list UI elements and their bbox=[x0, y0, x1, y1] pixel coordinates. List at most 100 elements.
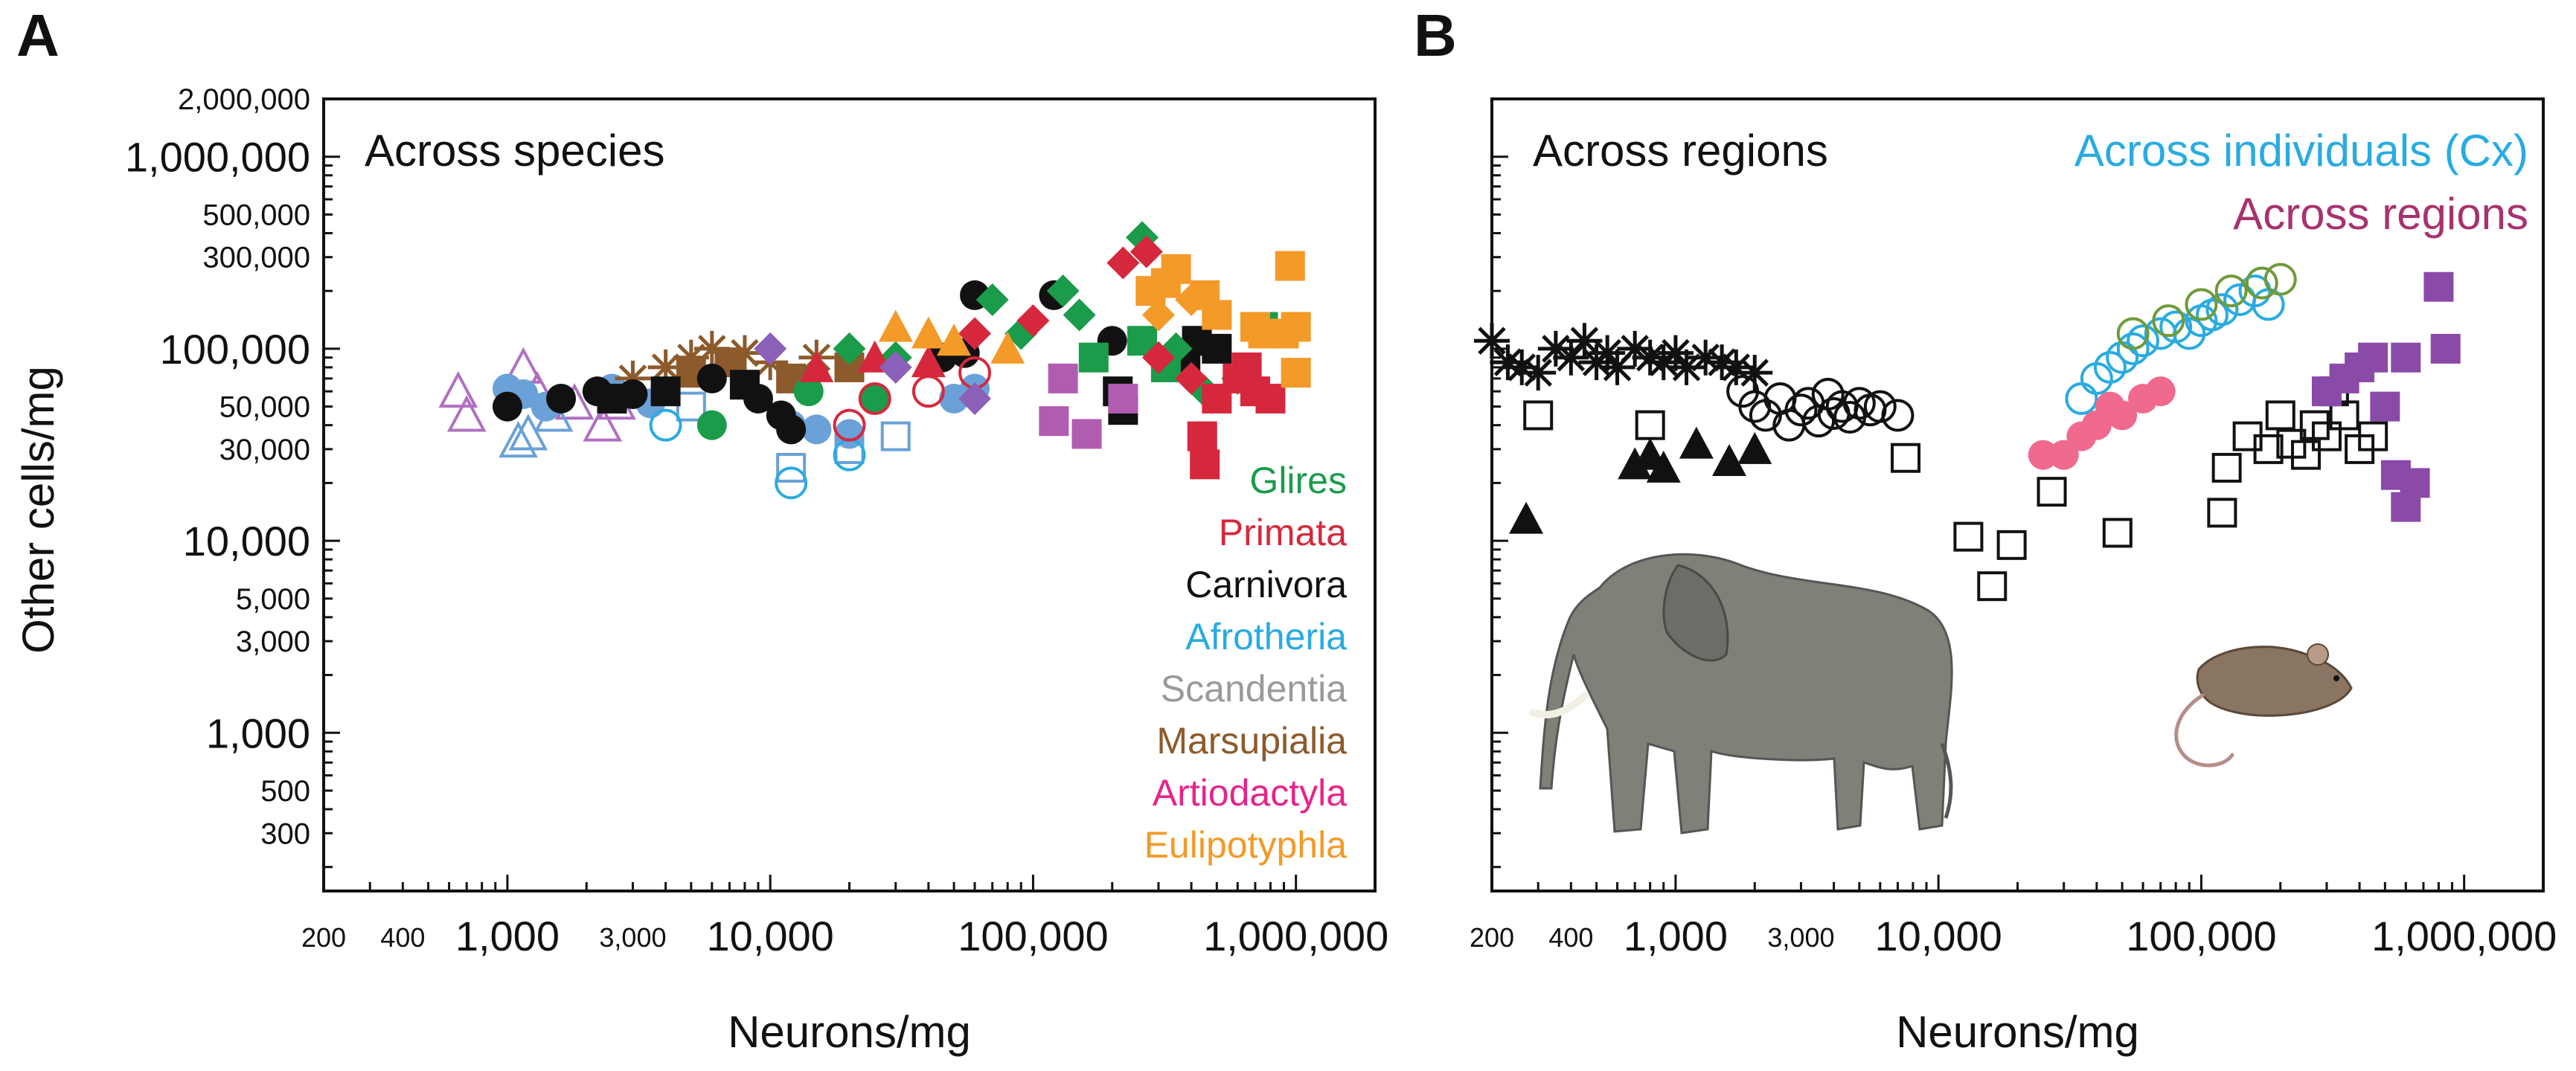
data-point bbox=[2207, 498, 2237, 528]
data-point bbox=[2380, 460, 2411, 490]
data-point bbox=[2358, 342, 2388, 373]
data-point bbox=[775, 466, 808, 500]
data-point bbox=[2245, 266, 2278, 300]
x-tick-label: 200 bbox=[1470, 922, 1514, 953]
y-axis: 2,000,000 1,000,000 500,000 300,000 100,000 5… bbox=[125, 83, 340, 869]
data-point bbox=[2311, 421, 2342, 451]
data-point bbox=[2127, 324, 2160, 358]
data-point bbox=[2116, 332, 2150, 365]
data-point bbox=[1737, 431, 1772, 464]
legend: Glires Primata Carnivora Afrotheria Scandent… bbox=[1144, 460, 1348, 866]
data-point bbox=[1141, 341, 1175, 374]
data-point bbox=[2430, 333, 2461, 364]
panel-b: 200 400 1,000 3,000 10,000 100,000 1,000,000 Ne… bbox=[1470, 97, 2557, 1057]
legend-entry: Eulipotyphla bbox=[1144, 824, 1348, 866]
y-tick-label: 1,000,000 bbox=[125, 134, 310, 181]
data-point bbox=[1863, 390, 1897, 423]
data-point bbox=[534, 395, 574, 432]
data-point bbox=[799, 350, 834, 382]
data-point bbox=[1161, 254, 1191, 284]
data-point bbox=[1881, 399, 1915, 432]
data-point bbox=[1646, 450, 1681, 483]
data-point bbox=[1668, 349, 1705, 385]
data-point bbox=[2214, 274, 2248, 308]
data-point bbox=[2048, 440, 2079, 470]
data-point bbox=[1187, 421, 1217, 451]
data-point bbox=[499, 420, 538, 458]
panel-title: Across species bbox=[365, 126, 664, 176]
data-point bbox=[1712, 443, 1747, 476]
data-point bbox=[958, 382, 992, 415]
legend-entry: Afrotheria bbox=[1185, 616, 1347, 657]
data-point bbox=[2145, 376, 2176, 407]
y-tick-label: 500,000 bbox=[202, 199, 310, 231]
data-point bbox=[911, 345, 946, 378]
y-tick-label: 50,000 bbox=[220, 391, 310, 424]
data-point bbox=[793, 376, 824, 407]
data-point bbox=[1281, 312, 1311, 342]
x-axis-title: Neurons/mg bbox=[728, 1007, 971, 1057]
x-tick-label: 100,000 bbox=[2126, 913, 2276, 959]
data-points bbox=[438, 221, 1311, 500]
data-point bbox=[1977, 571, 2008, 602]
mouse-illustration bbox=[2174, 643, 2353, 768]
data-point bbox=[1078, 342, 1109, 373]
panel-title: Across regions bbox=[1533, 126, 1828, 176]
legend-entry: Artiodactyla bbox=[1153, 772, 1347, 814]
data-point bbox=[1784, 393, 1818, 427]
y-tick-label: 5,000 bbox=[236, 583, 310, 616]
data-point bbox=[1520, 355, 1557, 391]
data-point bbox=[879, 350, 912, 384]
data-point bbox=[1071, 419, 1102, 449]
data-point bbox=[546, 383, 577, 414]
panel-a: 200 400 1,000 3,000 10,000 100,000 1,000,000 2,… bbox=[13, 83, 1388, 1057]
data-point bbox=[2152, 304, 2185, 338]
data-point bbox=[508, 414, 548, 451]
data-point bbox=[2102, 518, 2133, 548]
y-tick-label: 2,000,000 bbox=[178, 83, 310, 116]
data-point bbox=[696, 363, 727, 393]
x-tick-label: 3,000 bbox=[1767, 922, 1834, 953]
x-tick-label: 10,000 bbox=[707, 913, 834, 959]
data-point bbox=[650, 376, 681, 407]
y-tick-label: 10,000 bbox=[183, 518, 310, 565]
x-tick-label: 200 bbox=[301, 922, 346, 953]
legend-entry: Primata bbox=[1219, 512, 1347, 553]
data-point bbox=[2211, 452, 2242, 483]
data-point bbox=[1141, 298, 1175, 332]
y-tick-label: 500 bbox=[260, 775, 310, 808]
data-point bbox=[492, 391, 522, 422]
data-point bbox=[880, 421, 911, 451]
data-point bbox=[1537, 330, 1574, 367]
legend-entry: Carnivora bbox=[1185, 564, 1347, 605]
x-tick-label: 1,000 bbox=[455, 913, 560, 959]
data-point bbox=[2263, 263, 2297, 296]
data-point bbox=[446, 395, 487, 432]
y-tick-label: 3,000 bbox=[236, 625, 310, 658]
panel-a-letter: A bbox=[16, 2, 60, 68]
data-point bbox=[1281, 358, 1311, 388]
legend-entry: Marsupialia bbox=[1156, 720, 1347, 762]
data-point bbox=[1891, 443, 1921, 473]
data-point bbox=[2265, 400, 2295, 431]
data-point bbox=[1175, 361, 1208, 395]
data-point bbox=[1738, 390, 1772, 423]
data-point bbox=[2037, 477, 2067, 507]
data-point bbox=[583, 405, 623, 442]
data-point bbox=[649, 408, 682, 442]
y-axis bbox=[1492, 97, 1508, 869]
data-point bbox=[833, 408, 866, 442]
data-point bbox=[1063, 298, 1096, 332]
data-point bbox=[754, 332, 787, 365]
data-point bbox=[2358, 421, 2388, 451]
y-tick-label: 300,000 bbox=[202, 242, 310, 274]
data-point bbox=[2185, 288, 2218, 321]
data-point bbox=[696, 410, 727, 440]
data-point bbox=[1202, 333, 1232, 364]
data-point bbox=[2423, 271, 2454, 302]
data-point bbox=[776, 452, 807, 483]
data-point bbox=[2065, 382, 2098, 415]
data-point bbox=[833, 332, 866, 365]
x-axis: 200 400 1,000 3,000 10,000 100,000 1,000,000 bbox=[301, 875, 1388, 959]
data-point bbox=[597, 383, 627, 414]
